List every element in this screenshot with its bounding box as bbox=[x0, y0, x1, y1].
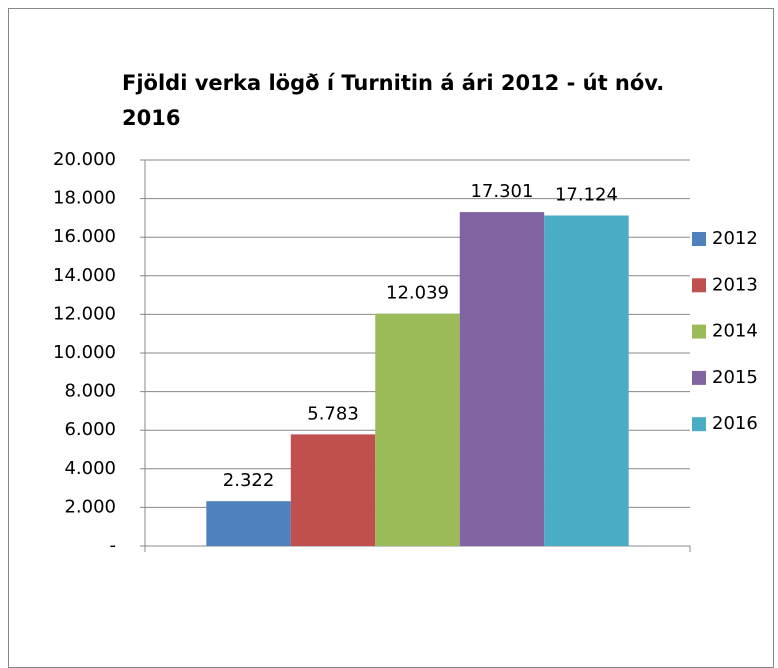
legend-label: 2013 bbox=[712, 274, 758, 295]
y-tick-label: 2.000 bbox=[64, 496, 116, 517]
legend-swatch bbox=[692, 324, 706, 339]
y-tick-label: 16.000 bbox=[53, 226, 116, 247]
legend-label: 2015 bbox=[712, 367, 758, 388]
value-label: 12.039 bbox=[386, 283, 449, 304]
bar bbox=[290, 434, 376, 546]
legend-swatch bbox=[692, 417, 706, 432]
y-tick-label: 20.000 bbox=[53, 149, 116, 170]
y-tick-label: 4.000 bbox=[64, 458, 116, 479]
y-tick-label: 10.000 bbox=[53, 342, 116, 363]
y-tick-label: - bbox=[110, 535, 117, 556]
legend-swatch bbox=[692, 370, 706, 385]
legend-swatch bbox=[692, 278, 706, 293]
value-label: 17.124 bbox=[555, 185, 618, 206]
bar bbox=[544, 215, 629, 546]
y-tick-label: 14.000 bbox=[53, 265, 116, 286]
y-tick-label: 6.000 bbox=[64, 419, 116, 440]
legend-swatch bbox=[692, 232, 706, 246]
y-tick-label: 8.000 bbox=[64, 381, 116, 402]
legend-label: 2014 bbox=[712, 321, 758, 342]
bar bbox=[459, 212, 545, 546]
chart-title: Fjöldi verka lögð í Turnitin á ári 2012 … bbox=[122, 71, 665, 130]
chart: - 2.000 4.000 6.000 8.000 10.000 12.000 14.000 1… bbox=[53, 149, 758, 556]
value-label: 5.783 bbox=[307, 403, 359, 424]
page: Fjöldi verka lögð í Turnitin á ári 2012 … bbox=[8, 8, 774, 668]
bar bbox=[375, 313, 460, 546]
y-tick-label: 12.000 bbox=[53, 303, 116, 324]
bar bbox=[206, 501, 291, 546]
legend-label: 2016 bbox=[712, 413, 758, 434]
value-label: 17.301 bbox=[470, 181, 533, 202]
value-label: 2.322 bbox=[223, 470, 275, 491]
legend-label: 2012 bbox=[712, 228, 758, 249]
y-tick-label: 18.000 bbox=[53, 188, 116, 209]
